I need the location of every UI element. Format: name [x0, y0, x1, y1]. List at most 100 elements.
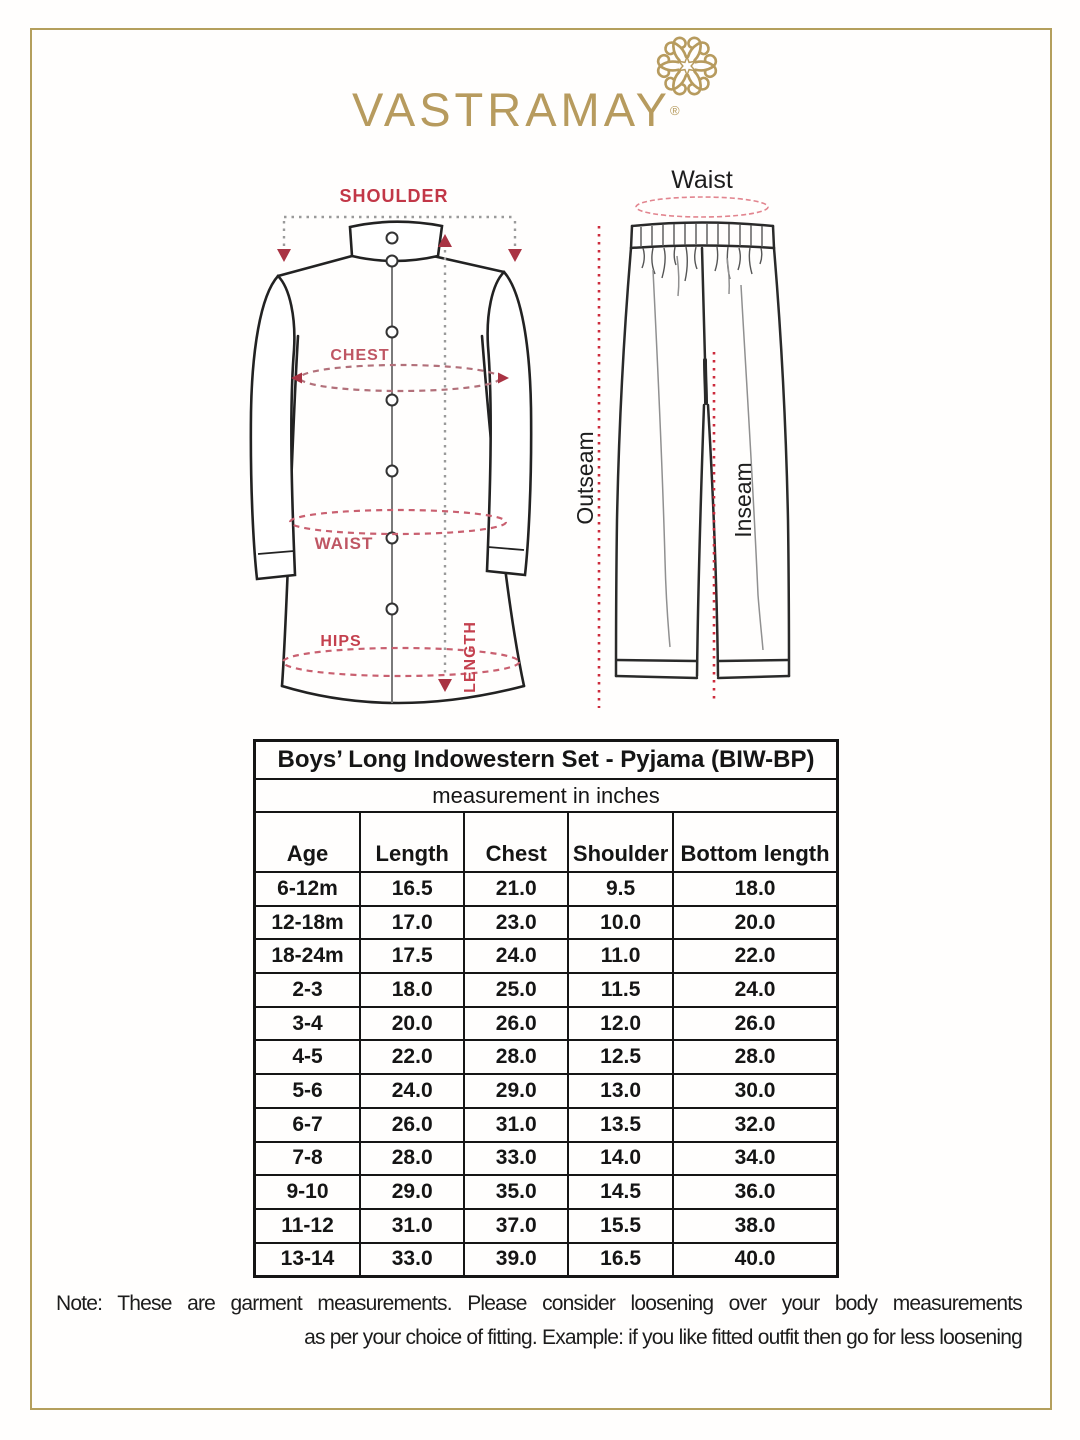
table-row: 2-3 18.0 25.0 11.5 24.0	[253, 972, 839, 1008]
table-cell: 29.0	[359, 1174, 466, 1210]
kurta-measurement-diagram: SHOULDER CHEST WAIST HIPS LENGTH	[228, 172, 560, 724]
table-cell: 26.0	[463, 1005, 570, 1042]
kurta-chest-label: CHEST	[330, 347, 390, 364]
table-cell: 35.0	[463, 1174, 570, 1210]
table-cell: 31.0	[359, 1207, 466, 1244]
table-cell: 29.0	[463, 1073, 570, 1109]
table-row: 11-12 31.0 37.0 15.5 38.0	[253, 1207, 839, 1244]
table-cell: 15.5	[567, 1207, 675, 1244]
table-cell: 25.0	[463, 972, 570, 1008]
table-cell: 21.0	[463, 871, 570, 907]
table-cell: 20.0	[359, 1005, 466, 1042]
table-cell: 14.5	[567, 1174, 675, 1210]
pyjama-outseam-label: Outseam	[572, 431, 598, 525]
table-row: 18-24m 17.5 24.0 11.0 22.0	[253, 938, 839, 975]
table-cell: 9.5	[567, 871, 675, 907]
table-cell: 20.0	[672, 904, 839, 941]
table-cell: 7-8	[253, 1140, 362, 1177]
column-header-length: Length	[359, 811, 466, 873]
table-subtitle: measurement in inches	[253, 778, 839, 813]
kurta-shoulder-label: SHOULDER	[339, 186, 449, 206]
table-cell: 18-24m	[253, 938, 362, 975]
table-row: 7-8 28.0 33.0 14.0 34.0	[253, 1140, 839, 1177]
table-header-row: Age Length Chest Shoulder Bottom length	[253, 811, 839, 873]
table-cell: 26.0	[672, 1005, 839, 1042]
table-row: 4-5 22.0 28.0 12.5 28.0	[253, 1039, 839, 1076]
table-cell: 4-5	[253, 1039, 362, 1076]
table-cell: 24.0	[672, 972, 839, 1008]
table-cell: 13.5	[567, 1106, 675, 1143]
table-cell: 33.0	[463, 1140, 570, 1177]
table-cell: 10.0	[567, 904, 675, 941]
table-cell: 23.0	[463, 904, 570, 941]
table-title-row: Boys’ Long Indowestern Set - Pyjama (BIW…	[253, 739, 839, 780]
table-row: 6-12m 16.5 21.0 9.5 18.0	[253, 871, 839, 907]
table-cell: 26.0	[359, 1106, 466, 1143]
table-cell: 39.0	[463, 1241, 570, 1278]
pyjama-outline-drawing	[597, 196, 791, 708]
table-cell: 30.0	[672, 1073, 839, 1109]
table-cell: 24.0	[359, 1073, 466, 1109]
table-cell: 13.0	[567, 1073, 675, 1109]
registered-mark: ®	[670, 103, 680, 118]
table-cell: 28.0	[359, 1140, 466, 1177]
table-cell: 32.0	[672, 1106, 839, 1143]
table-cell: 9-10	[253, 1174, 362, 1210]
table-row: 6-7 26.0 31.0 13.5 32.0	[253, 1106, 839, 1143]
table-cell: 2-3	[253, 972, 362, 1008]
column-header-bottom-length: Bottom length	[672, 811, 839, 873]
pyjama-measurement-diagram: Waist Outseam Inseam	[565, 160, 855, 728]
table-cell: 17.5	[359, 938, 466, 975]
size-chart-table: Boys’ Long Indowestern Set - Pyjama (BIW…	[253, 739, 839, 1279]
table-cell: 38.0	[672, 1207, 839, 1244]
table-cell: 16.5	[567, 1241, 675, 1278]
table-cell: 22.0	[672, 938, 839, 975]
measurement-note: Note: These are garment measurements. Pl…	[56, 1292, 1023, 1350]
kurta-hips-label: HIPS	[320, 633, 362, 650]
page-border	[30, 28, 1052, 1410]
table-cell: 3-4	[253, 1005, 362, 1042]
table-cell: 22.0	[359, 1039, 466, 1076]
pyjama-waist-label: Waist	[671, 166, 733, 194]
table-cell: 11.0	[567, 938, 675, 975]
table-cell: 16.5	[359, 871, 466, 907]
note-line-2: as per your choice of fitting. Example: …	[304, 1326, 1023, 1349]
table-row: 9-10 29.0 35.0 14.5 36.0	[253, 1174, 839, 1210]
table-cell: 28.0	[463, 1039, 570, 1076]
table-cell: 24.0	[463, 938, 570, 975]
table-cell: 11.5	[567, 972, 675, 1008]
table-row: 12-18m 17.0 23.0 10.0 20.0	[253, 904, 839, 941]
table-cell: 12.0	[567, 1005, 675, 1042]
table-cell: 6-12m	[253, 871, 362, 907]
table-row: 5-6 24.0 29.0 13.0 30.0	[253, 1073, 839, 1109]
kurta-waist-label: WAIST	[314, 534, 374, 553]
column-header-age: Age	[253, 811, 362, 873]
pyjama-inseam-label: Inseam	[730, 462, 756, 538]
table-cell: 34.0	[672, 1140, 839, 1177]
table-subtitle-row: measurement in inches	[253, 778, 839, 813]
brand-logo-text: VASTRAMAY	[352, 83, 671, 136]
table-cell: 14.0	[567, 1140, 675, 1177]
table-cell: 18.0	[672, 871, 839, 907]
table-cell: 6-7	[253, 1106, 362, 1143]
table-cell: 12.5	[567, 1039, 675, 1076]
table-cell: 40.0	[672, 1241, 839, 1278]
note-line-1: Note: These are garment measurements. Pl…	[56, 1292, 1023, 1315]
kurta-length-label: LENGTH	[462, 621, 479, 693]
table-cell: 11-12	[253, 1207, 362, 1244]
table-row: 3-4 20.0 26.0 12.0 26.0	[253, 1005, 839, 1042]
table-cell: 5-6	[253, 1073, 362, 1109]
table-cell: 12-18m	[253, 904, 362, 941]
table-cell: 33.0	[359, 1241, 466, 1278]
table-cell: 28.0	[672, 1039, 839, 1076]
table-cell: 17.0	[359, 904, 466, 941]
table-cell: 18.0	[359, 972, 466, 1008]
table-cell: 31.0	[463, 1106, 570, 1143]
column-header-shoulder: Shoulder	[567, 811, 675, 873]
table-row: 13-14 33.0 39.0 16.5 40.0	[253, 1241, 839, 1278]
column-header-chest: Chest	[463, 811, 570, 873]
table-title: Boys’ Long Indowestern Set - Pyjama (BIW…	[253, 739, 839, 780]
table-cell: 36.0	[672, 1174, 839, 1210]
table-cell: 13-14	[253, 1241, 362, 1278]
